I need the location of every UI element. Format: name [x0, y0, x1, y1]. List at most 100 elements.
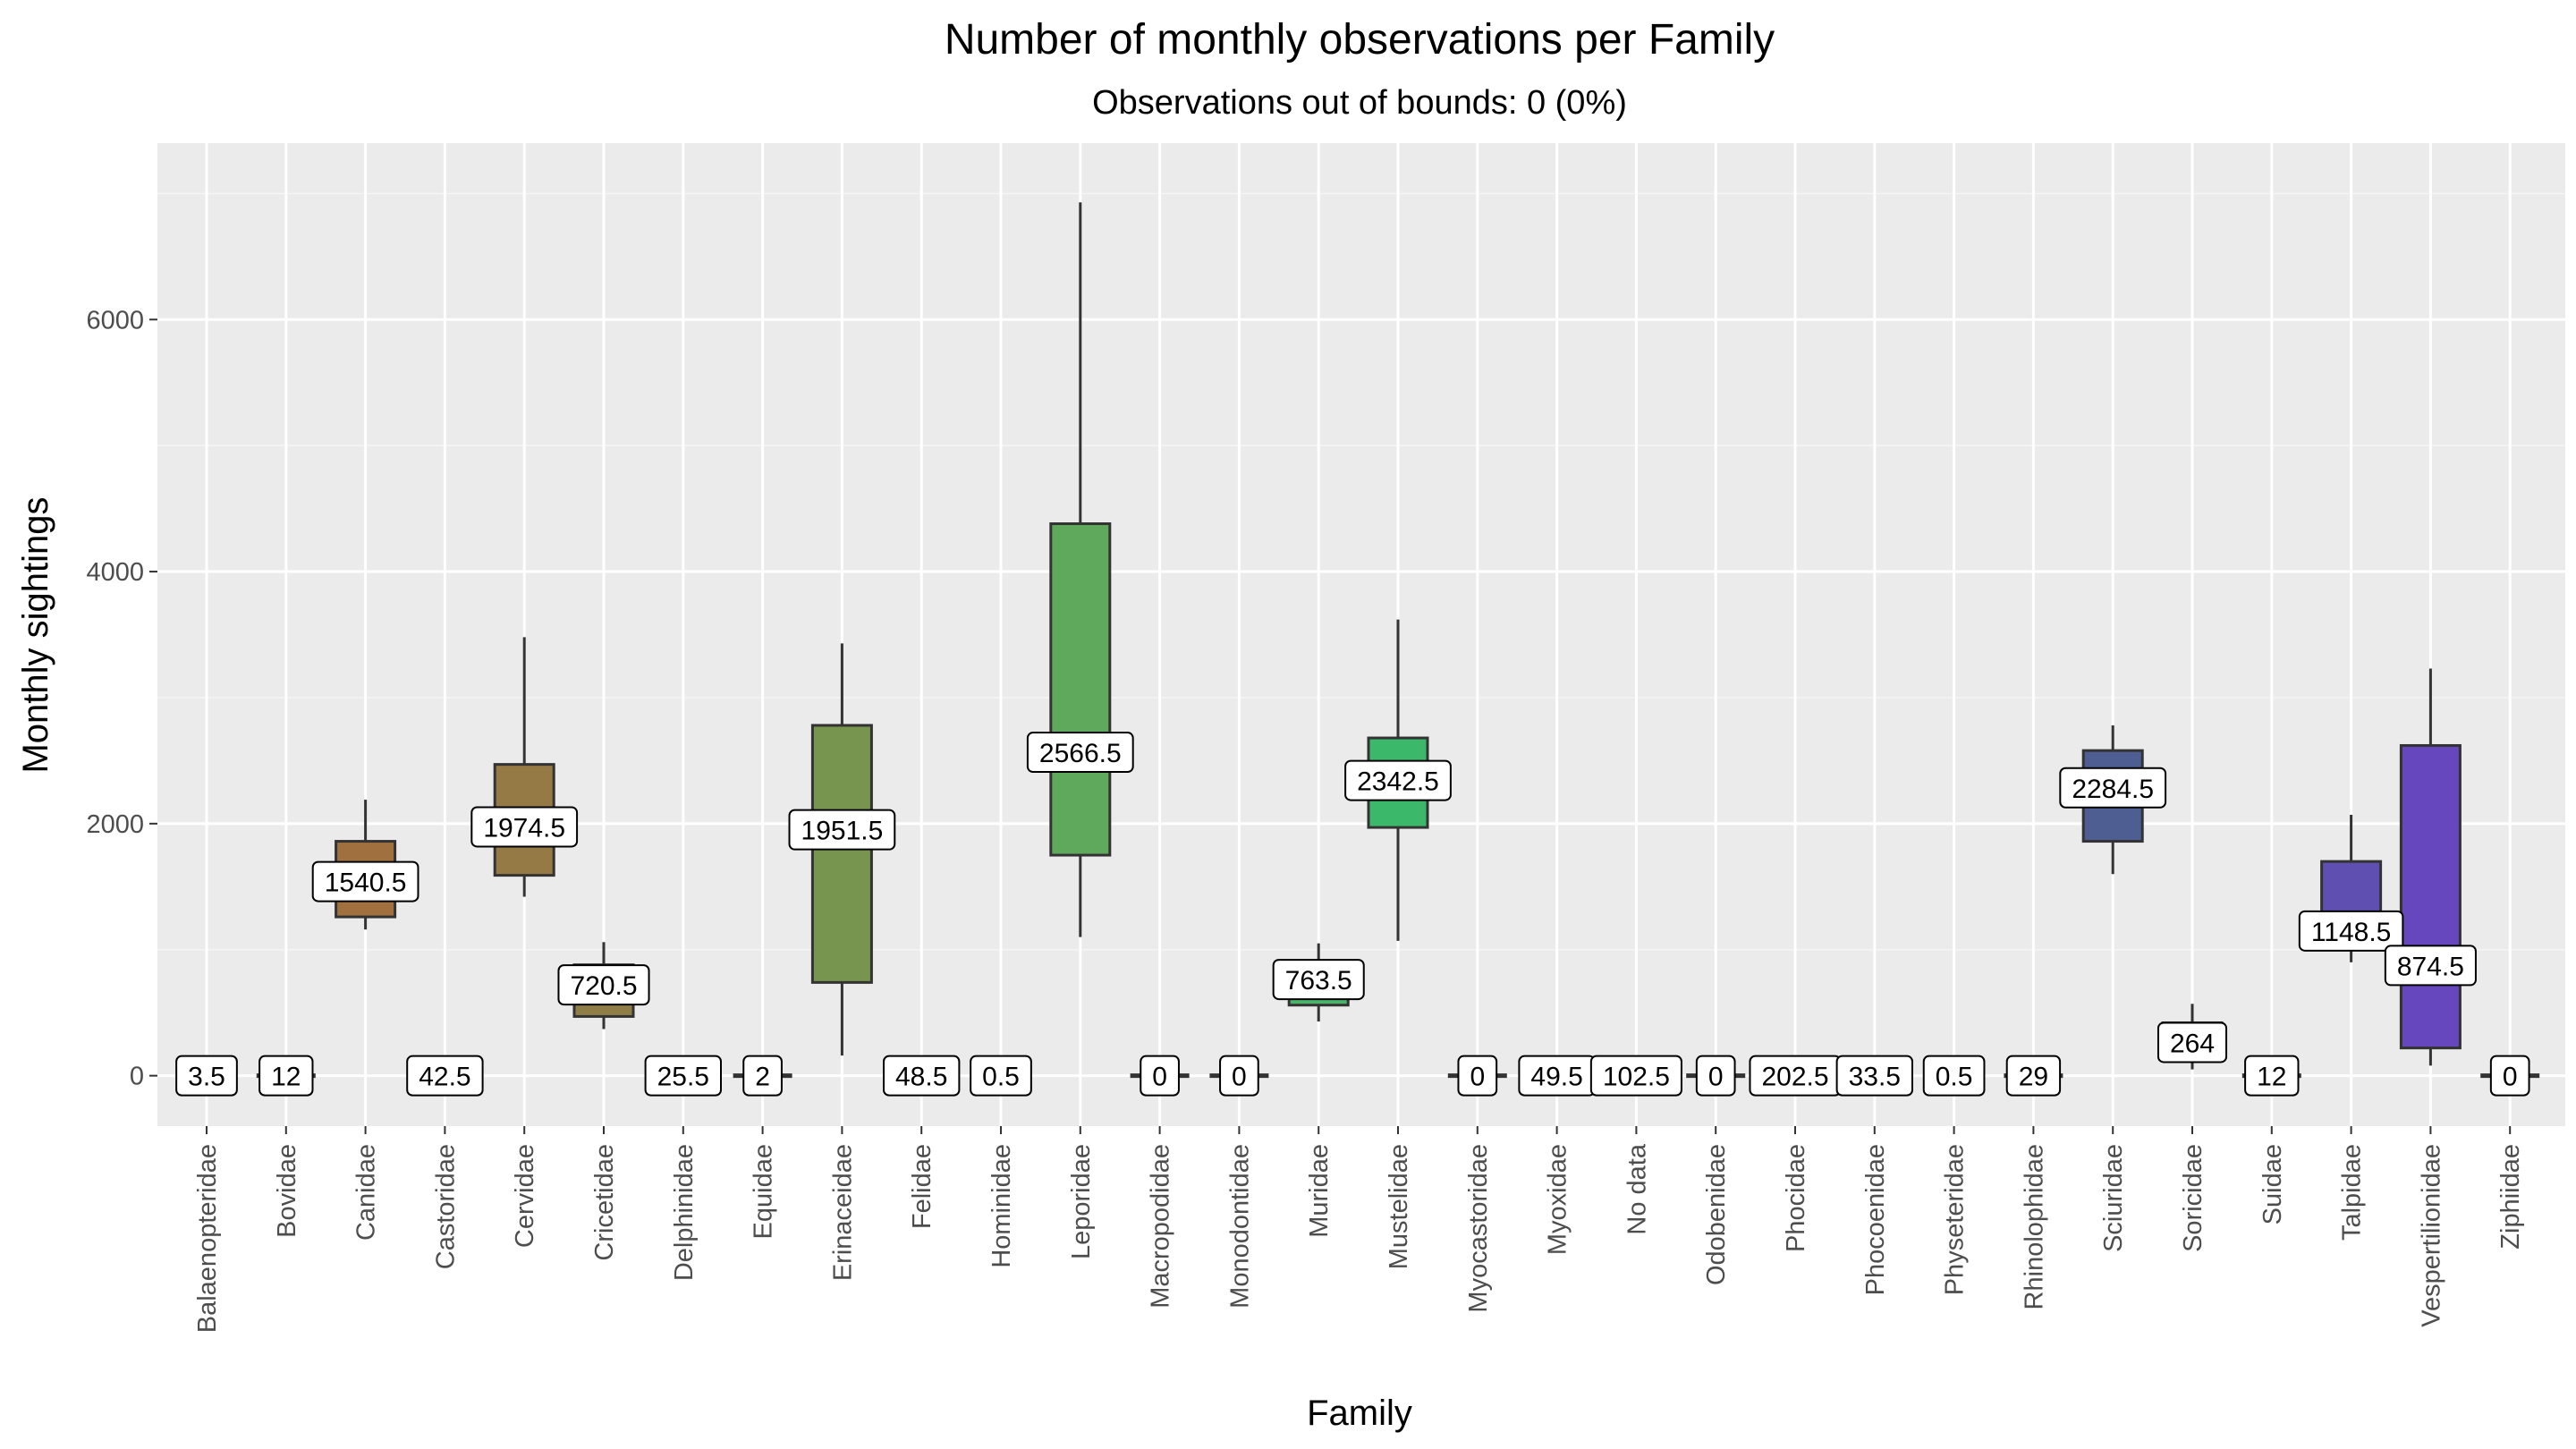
median-label: 0: [1140, 1055, 1180, 1097]
median-label-box: [2244, 1055, 2300, 1097]
median-label-box: [1835, 1055, 1913, 1097]
median-label-text: 202.5: [1761, 1063, 1828, 1092]
x-tick-label: Soricidae: [2179, 1144, 2207, 1252]
x-tick-label: Balaenopteridae: [193, 1144, 222, 1333]
median-label: 12: [258, 1055, 314, 1097]
x-tick-label: Rhinolophidae: [2020, 1144, 2048, 1309]
y-tick-label: 0: [130, 1063, 144, 1091]
median-label-text: 12: [2257, 1063, 2286, 1092]
median-label-text: 29: [2019, 1063, 2048, 1092]
y-axis-title: Monthly sightings: [16, 496, 55, 773]
x-tick-label: Odobenidae: [1702, 1144, 1731, 1285]
median-label-box: [406, 1055, 484, 1097]
x-tick-label: Mustelidae: [1385, 1144, 1413, 1269]
median-label-text: 102.5: [1603, 1063, 1670, 1092]
median-label-text: 720.5: [570, 971, 637, 1001]
median-label: 1974.5: [470, 806, 579, 848]
x-tick-label: Phocoenidae: [1861, 1144, 1890, 1295]
median-label-text: 264: [2170, 1029, 2215, 1058]
x-tick-label: Ziphiidae: [2496, 1144, 2525, 1250]
x-tick-label: Myocastoridae: [1464, 1144, 1493, 1313]
median-label-text: 3.5: [188, 1063, 225, 1092]
median-label: 2284.5: [2059, 767, 2167, 809]
x-tick-label: No data: [1623, 1143, 1651, 1234]
median-label-text: 763.5: [1285, 966, 1352, 996]
median-label: 874.5: [2384, 945, 2477, 987]
median-label-text: 48.5: [895, 1063, 947, 1092]
median-label-text: 0: [2503, 1063, 2518, 1092]
median-label: 763.5: [1272, 959, 1365, 1001]
median-label-box: [788, 809, 896, 851]
median-label-box: [1695, 1055, 1736, 1097]
median-label-box: [2298, 910, 2404, 952]
x-tick-label: Canidae: [352, 1144, 381, 1241]
median-label: 202.5: [1749, 1055, 1842, 1097]
median-label-box: [2157, 1021, 2228, 1063]
median-label: 0: [1219, 1055, 1259, 1097]
median-label-box: [1922, 1055, 1986, 1097]
x-tick-label: Equidae: [750, 1144, 778, 1239]
median-label-text: 1540.5: [325, 869, 407, 898]
median-label-box: [1140, 1055, 1180, 1097]
median-label-box: [311, 860, 419, 902]
median-label: 2342.5: [1344, 759, 1452, 801]
median-label: 720.5: [557, 964, 650, 1006]
median-label-box: [1589, 1055, 1682, 1097]
median-label-text: 1148.5: [2311, 918, 2392, 947]
median-label-text: 0: [1152, 1063, 1167, 1092]
x-tick-label: Suidae: [2258, 1144, 2287, 1224]
median-label: 0: [1457, 1055, 1498, 1097]
median-label-text: 1974.5: [483, 813, 565, 843]
x-axis-title: Family: [1307, 1394, 1412, 1433]
x-tick-label: Sciuridae: [2099, 1144, 2128, 1252]
x-tick-label: Macropodidae: [1147, 1144, 1175, 1309]
median-label: 2: [742, 1055, 783, 1097]
chart-title: Number of monthly observations per Famil…: [945, 16, 1775, 64]
y-tick-label: 4000: [86, 558, 144, 587]
chart-subtitle: Observations out of bounds: 0 (0%): [1092, 84, 1627, 122]
y-tick-label: 2000: [86, 810, 144, 839]
x-tick-label: Physeteridae: [1941, 1144, 1970, 1295]
x-tick-label: Monodontidae: [1225, 1144, 1254, 1309]
median-label-box: [557, 964, 650, 1006]
x-tick-label: Phocidae: [1782, 1144, 1810, 1252]
y-tick-label: 6000: [86, 306, 144, 335]
median-label-box: [1457, 1055, 1498, 1097]
median-label-text: 0.5: [1936, 1063, 1973, 1092]
median-label-box: [2489, 1055, 2530, 1097]
median-label-box: [742, 1055, 783, 1097]
median-label: 49.5: [1518, 1055, 1596, 1097]
median-label-box: [644, 1055, 722, 1097]
median-label-text: 2: [755, 1063, 770, 1092]
median-label: 2566.5: [1026, 732, 1134, 774]
x-tick-label: Myoxidae: [1544, 1144, 1572, 1255]
median-label: 33.5: [1835, 1055, 1913, 1097]
x-tick-label: Cervidae: [511, 1144, 539, 1248]
median-label-box: [1219, 1055, 1259, 1097]
iqr-box: [2399, 743, 2462, 1050]
median-label: 0: [2489, 1055, 2530, 1097]
median-label-text: 2342.5: [1357, 767, 1439, 797]
median-label-box: [470, 806, 579, 848]
median-label-box: [883, 1055, 961, 1097]
median-label-text: 874.5: [2397, 952, 2464, 981]
x-tick-label: Castoridae: [431, 1144, 460, 1269]
median-label: 0.5: [1922, 1055, 1986, 1097]
x-tick-label: Bovidae: [273, 1144, 301, 1238]
median-label-text: 1951.5: [801, 817, 884, 846]
median-label-box: [1026, 732, 1134, 774]
median-label: 0: [1695, 1055, 1736, 1097]
median-label-box: [1344, 759, 1452, 801]
median-label: 12: [2244, 1055, 2300, 1097]
median-label-box: [2059, 767, 2167, 809]
median-label-text: 49.5: [1530, 1063, 1582, 1092]
median-label-text: 2284.5: [2072, 775, 2154, 804]
median-label-text: 0: [1708, 1063, 1724, 1092]
median-label-text: 0: [1470, 1063, 1485, 1092]
median-label: 1951.5: [788, 809, 896, 851]
median-label: 1148.5: [2298, 910, 2404, 952]
x-tick-label: Talpidae: [2338, 1144, 2367, 1241]
x-tick-label: Erinaceidae: [828, 1144, 857, 1281]
box-vespertilionidae: [2399, 668, 2462, 1066]
x-tick-label: Delphinidae: [670, 1144, 699, 1281]
